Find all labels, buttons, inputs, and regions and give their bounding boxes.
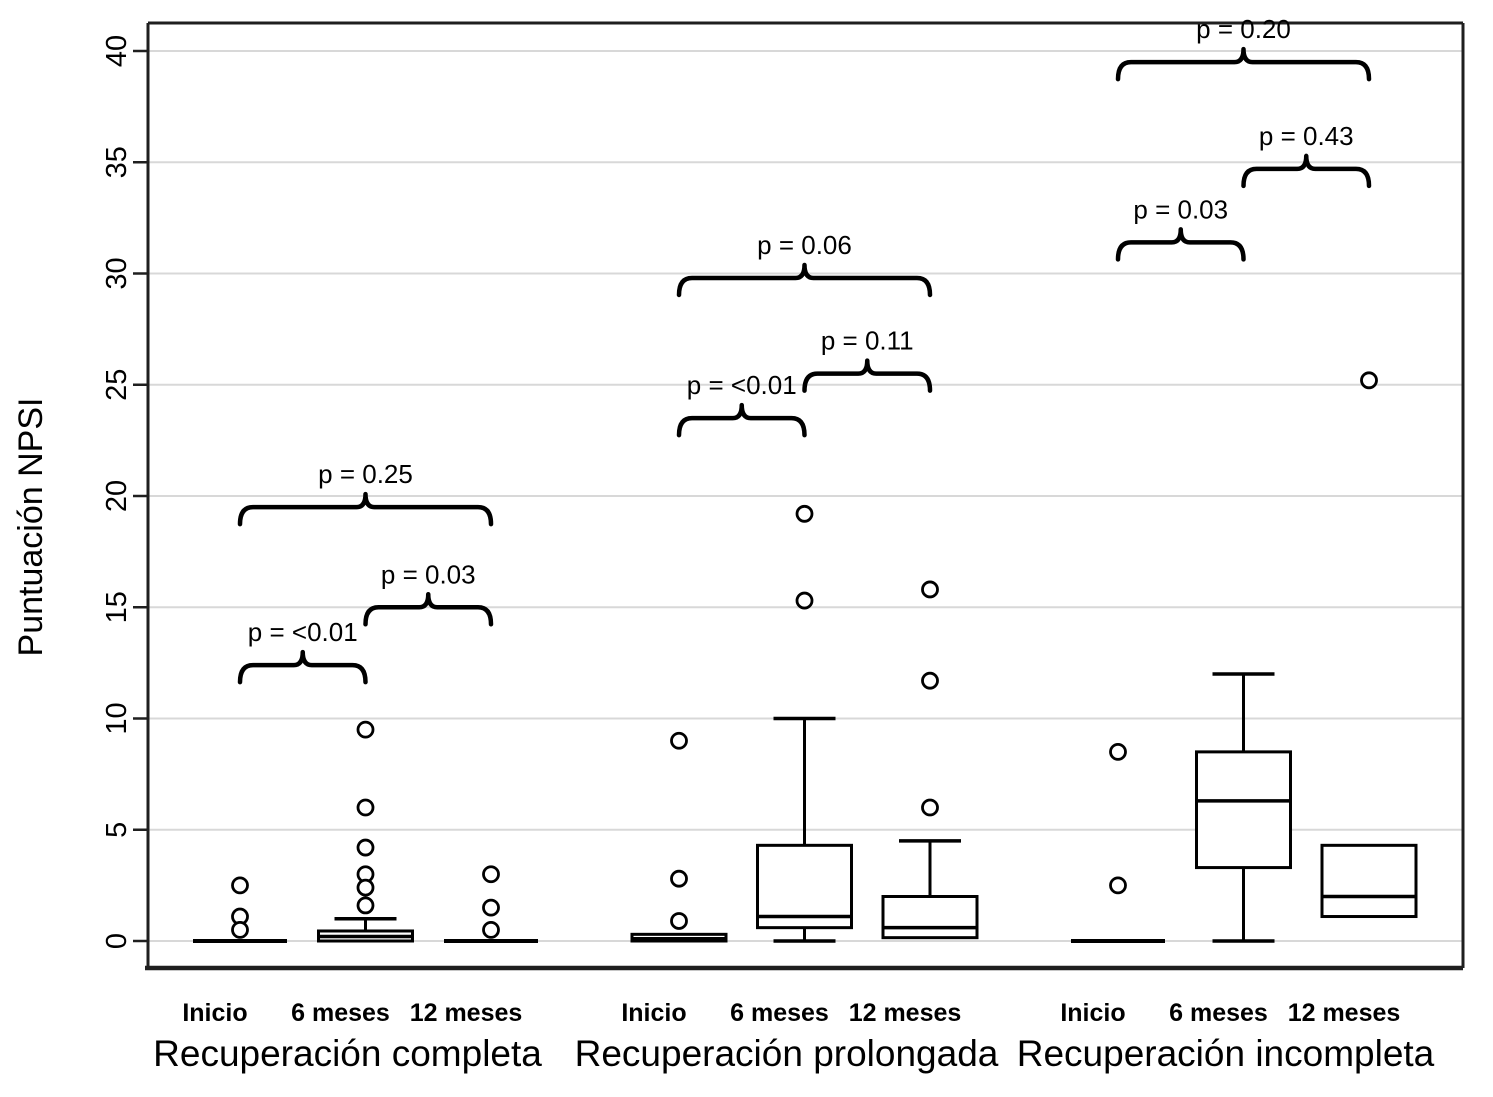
outlier-point [356, 798, 375, 817]
outlier-point [482, 898, 500, 917]
outlier-point [1109, 742, 1127, 761]
group-label: Recuperación incompleta [1017, 1033, 1435, 1074]
y-tick-label: 0 [101, 933, 133, 949]
p-value-bracket [1115, 227, 1246, 262]
box [756, 843, 853, 930]
box [1195, 750, 1292, 870]
outlier-point [482, 865, 500, 884]
p-value-bracket [802, 358, 933, 393]
outlier-point [1109, 876, 1127, 895]
y-tick-label: 35 [101, 146, 133, 178]
y-tick-label: 10 [101, 702, 133, 734]
outlier-point [921, 671, 939, 690]
outlier-point [231, 876, 249, 895]
p-value-bracket [676, 402, 807, 438]
outlier-point [356, 896, 375, 915]
group-label: Recuperación completa [153, 1033, 542, 1074]
outlier-point [356, 878, 375, 897]
p-value-label: p = 0.03 [381, 559, 476, 589]
outlier-point [795, 591, 814, 610]
p-value-bracket [237, 491, 494, 527]
y-tick-label: 5 [101, 822, 133, 838]
timepoint-label: 12 meses [1288, 999, 1401, 1027]
outlier-point [482, 920, 500, 939]
p-value-label: p = 0.06 [757, 230, 852, 260]
p-value-label: p = 0.11 [821, 326, 914, 356]
p-value-label: p = 0.43 [1259, 121, 1354, 151]
outlier-point [670, 731, 688, 750]
timepoint-label: 6 meses [291, 999, 390, 1027]
p-value-bracket [1115, 46, 1372, 82]
box [881, 895, 979, 940]
p-value-bracket [676, 262, 933, 298]
p-value-label: p = 0.25 [318, 459, 413, 489]
plot-layer: 0 5 10 15 20 25 30 35 40 Inicio 6 meses 12 meses Rec… [101, 14, 1465, 1074]
p-value-bracket [363, 592, 494, 627]
outlier-point [670, 912, 688, 930]
outlier-point [356, 838, 375, 857]
timepoint-label: 6 meses [1169, 999, 1268, 1027]
outlier-point [921, 580, 939, 599]
box [1320, 843, 1418, 919]
outlier-point [921, 798, 939, 817]
y-tick-label: 30 [101, 257, 133, 289]
outlier-point [1360, 371, 1378, 390]
outlier-point [670, 869, 688, 888]
y-tick-label: 25 [101, 369, 133, 401]
p-value-label: p = <0.01 [248, 617, 358, 647]
y-tick-label: 20 [101, 480, 133, 512]
outlier-point [231, 920, 249, 939]
group-label: Recuperación prolongada [575, 1033, 999, 1074]
p-value-label: p = 0.03 [1133, 194, 1228, 224]
p-value-bracket [237, 649, 368, 685]
timepoint-label: 6 meses [730, 999, 829, 1027]
y-tick-label: 15 [101, 591, 133, 623]
y-axis-label: Puntuación NPSI [12, 398, 50, 657]
timepoint-label: Inicio [1060, 999, 1125, 1027]
outlier-point [356, 720, 375, 739]
p-value-label: p = <0.01 [687, 370, 797, 400]
y-tick-label: 40 [101, 35, 133, 67]
timepoint-label: Inicio [621, 999, 686, 1027]
timepoint-label: 12 meses [849, 999, 962, 1027]
p-value-label: p = 0.20 [1196, 14, 1291, 44]
p-value-bracket [1241, 153, 1372, 189]
timepoint-label: 12 meses [410, 999, 523, 1027]
timepoint-label: Inicio [182, 999, 247, 1027]
outlier-point [795, 504, 814, 523]
